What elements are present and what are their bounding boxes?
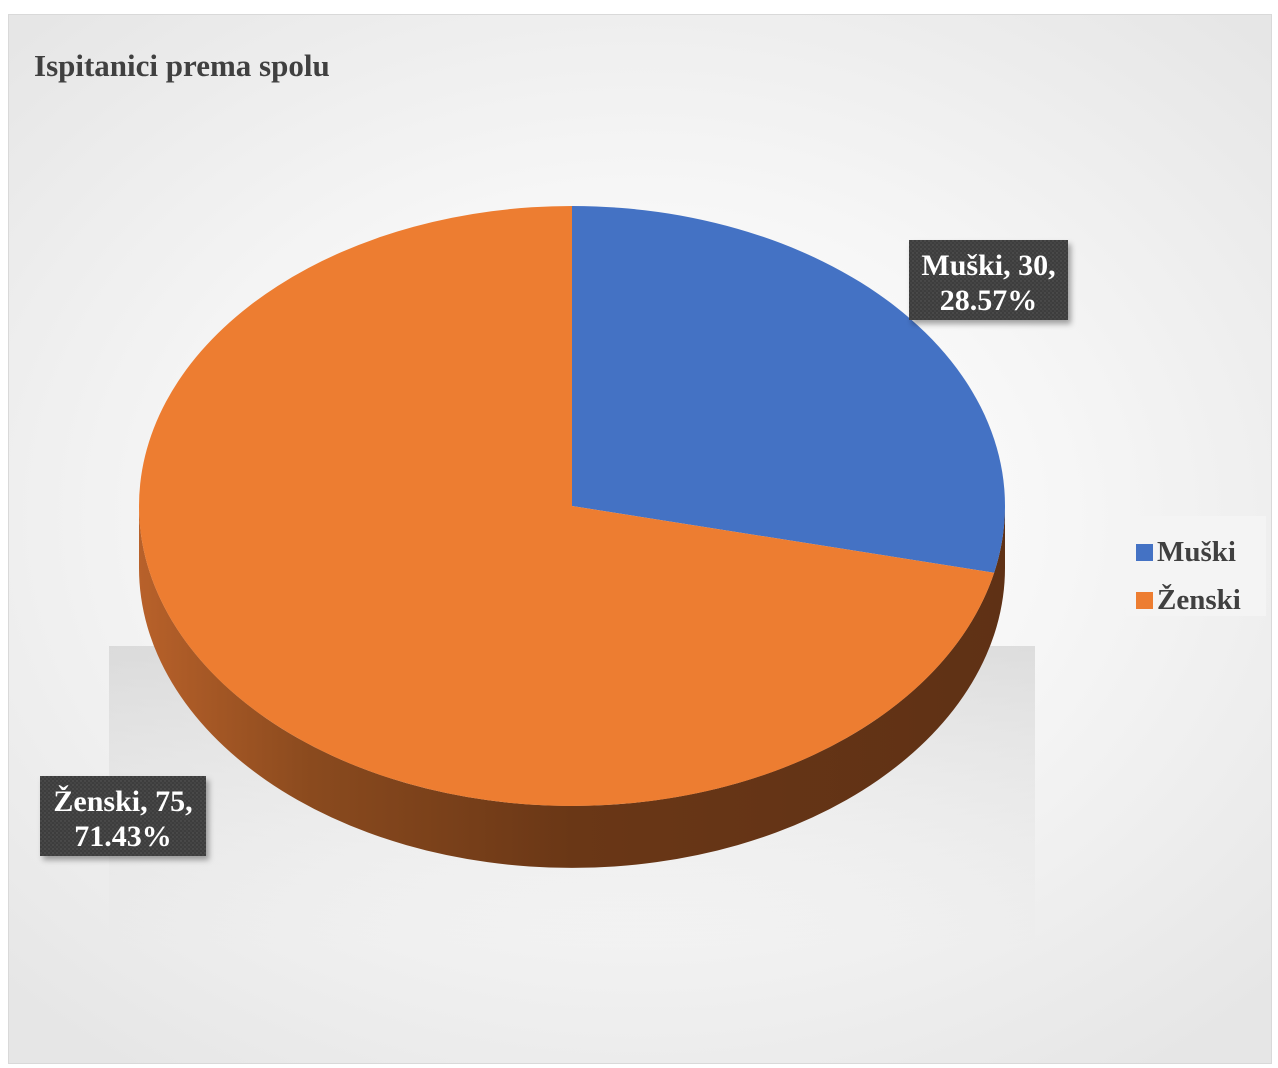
data-label-zenski-box [40,776,206,856]
legend: Muški Ženski [1126,516,1266,616]
pie-slice-zenski [138,206,995,806]
legend-item-zenski: Ženski [1136,584,1241,617]
pie-side-wall [139,506,1005,868]
legend-swatch-muski [1136,544,1153,561]
data-label-muski-box [909,240,1068,320]
data-label-muski-line1: Muški, 30, [921,249,1055,282]
legend-label-zenski: Ženski [1157,584,1241,616]
data-label-zenski: Ženski, 75,71.43% [40,776,206,856]
pie-slice-muski [572,206,1006,573]
data-label-zenski-line2: 71.43% [74,820,172,853]
legend-label-muski: Muški [1157,536,1236,568]
data-label-zenski-line1: Ženski, 75, [53,785,192,818]
chart-title: Ispitanici prema spolu [34,48,330,83]
legend-swatch-zenski [1136,592,1153,609]
legend-item-muski: Muški [1136,536,1236,569]
data-label-muski: Muški, 30,28.57% [909,240,1068,320]
data-label-muski-line2: 28.57% [940,284,1038,317]
